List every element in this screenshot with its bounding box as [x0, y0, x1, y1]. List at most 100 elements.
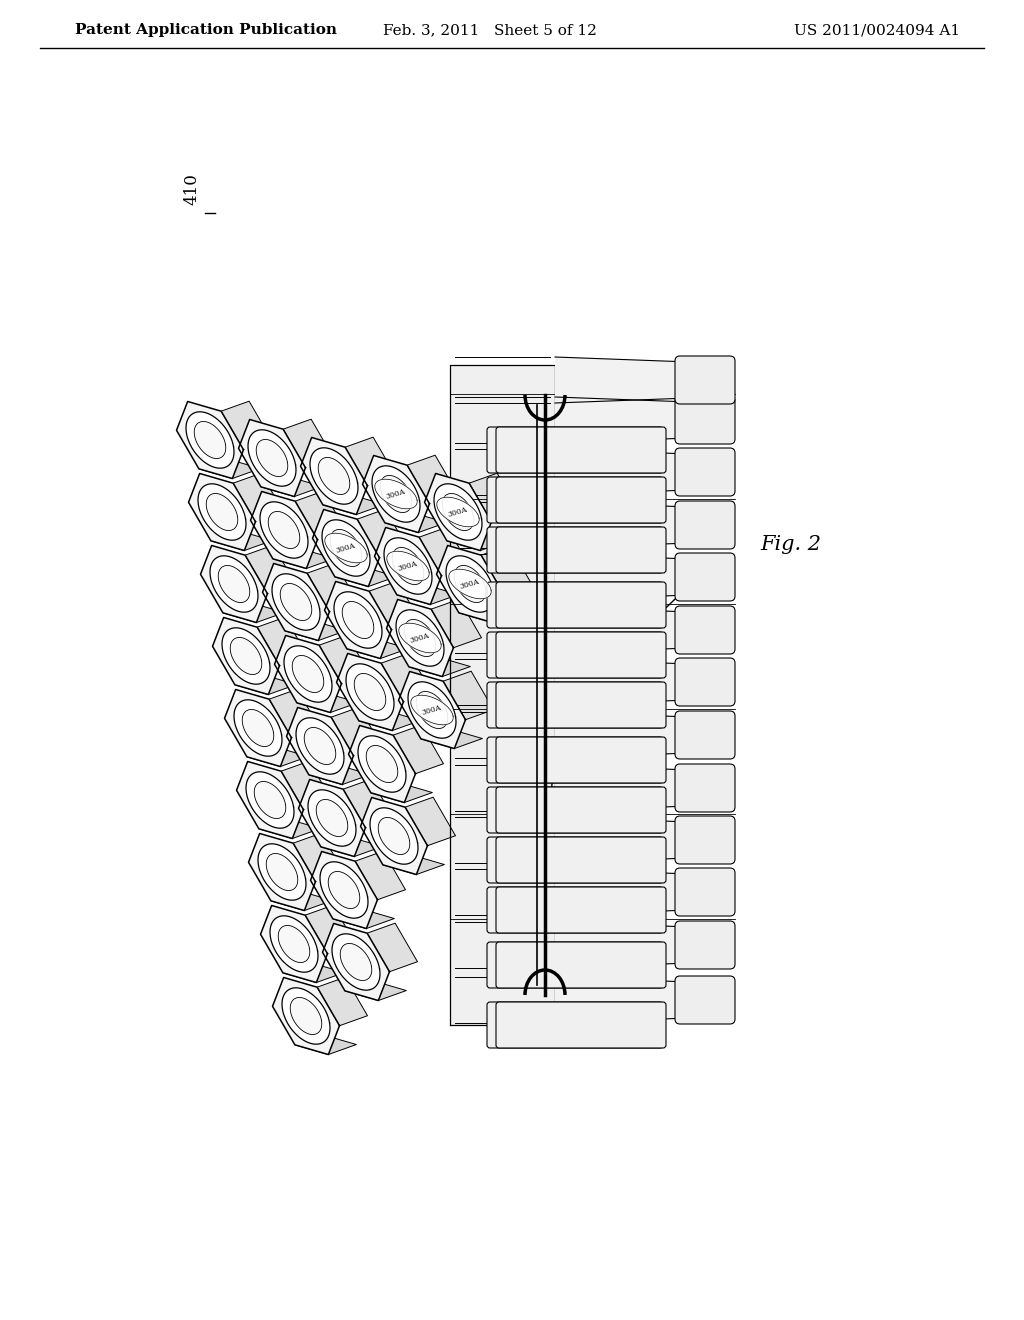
Polygon shape: [310, 447, 358, 504]
Polygon shape: [234, 675, 296, 694]
FancyBboxPatch shape: [487, 426, 663, 473]
Polygon shape: [436, 545, 504, 623]
Polygon shape: [340, 944, 372, 981]
Polygon shape: [397, 585, 459, 605]
Text: 300A: 300A: [410, 631, 431, 644]
Polygon shape: [176, 401, 244, 479]
Polygon shape: [198, 484, 246, 540]
Polygon shape: [437, 498, 479, 527]
Polygon shape: [406, 797, 456, 846]
Polygon shape: [285, 620, 346, 640]
FancyBboxPatch shape: [487, 682, 663, 729]
FancyBboxPatch shape: [487, 632, 663, 678]
Polygon shape: [312, 510, 380, 586]
Polygon shape: [318, 458, 350, 495]
FancyBboxPatch shape: [675, 356, 735, 404]
Text: 300A: 300A: [421, 704, 442, 717]
Polygon shape: [446, 556, 494, 612]
Polygon shape: [555, 659, 690, 705]
Polygon shape: [555, 711, 690, 758]
Polygon shape: [274, 635, 341, 713]
Polygon shape: [332, 933, 380, 990]
Polygon shape: [555, 356, 690, 403]
Polygon shape: [270, 916, 318, 973]
Polygon shape: [449, 569, 492, 599]
Polygon shape: [375, 528, 441, 605]
FancyBboxPatch shape: [487, 1002, 663, 1048]
Polygon shape: [261, 477, 323, 496]
FancyBboxPatch shape: [487, 477, 663, 523]
FancyBboxPatch shape: [487, 837, 663, 883]
FancyBboxPatch shape: [675, 447, 735, 496]
Polygon shape: [459, 603, 520, 623]
Polygon shape: [188, 474, 255, 550]
Polygon shape: [357, 510, 408, 558]
Polygon shape: [398, 672, 466, 748]
FancyBboxPatch shape: [496, 582, 666, 628]
Polygon shape: [347, 639, 409, 659]
FancyBboxPatch shape: [487, 582, 663, 628]
Polygon shape: [416, 692, 447, 729]
Polygon shape: [287, 708, 353, 784]
Polygon shape: [450, 366, 555, 1026]
Polygon shape: [323, 924, 389, 1001]
Polygon shape: [385, 512, 446, 532]
FancyBboxPatch shape: [675, 764, 735, 812]
Polygon shape: [317, 977, 368, 1026]
Polygon shape: [421, 729, 482, 748]
Polygon shape: [345, 437, 395, 486]
Polygon shape: [299, 780, 366, 857]
Polygon shape: [237, 762, 303, 838]
Polygon shape: [431, 599, 481, 648]
Polygon shape: [224, 689, 292, 767]
FancyBboxPatch shape: [675, 869, 735, 916]
FancyBboxPatch shape: [675, 816, 735, 865]
Polygon shape: [387, 552, 429, 581]
Polygon shape: [555, 449, 690, 495]
Polygon shape: [260, 906, 328, 982]
Text: 300A: 300A: [385, 487, 407, 500]
Polygon shape: [386, 599, 454, 677]
Polygon shape: [239, 420, 305, 496]
Polygon shape: [396, 610, 444, 667]
Polygon shape: [247, 747, 308, 767]
Polygon shape: [411, 696, 454, 725]
FancyBboxPatch shape: [487, 527, 663, 573]
Polygon shape: [257, 618, 307, 665]
Polygon shape: [322, 520, 370, 577]
FancyBboxPatch shape: [496, 527, 666, 573]
FancyBboxPatch shape: [496, 1002, 666, 1048]
Polygon shape: [367, 746, 397, 783]
Polygon shape: [342, 602, 374, 639]
FancyBboxPatch shape: [675, 921, 735, 969]
Polygon shape: [321, 837, 382, 857]
Polygon shape: [555, 869, 690, 915]
Polygon shape: [555, 397, 690, 444]
Polygon shape: [210, 556, 258, 612]
FancyBboxPatch shape: [496, 787, 666, 833]
Polygon shape: [281, 583, 311, 620]
Polygon shape: [333, 908, 394, 928]
Polygon shape: [304, 727, 336, 764]
FancyBboxPatch shape: [496, 737, 666, 783]
Polygon shape: [260, 502, 308, 558]
Polygon shape: [186, 412, 234, 469]
Polygon shape: [272, 978, 340, 1055]
Polygon shape: [481, 545, 531, 594]
Polygon shape: [300, 437, 368, 515]
Polygon shape: [258, 843, 306, 900]
Polygon shape: [305, 906, 355, 954]
Polygon shape: [434, 484, 482, 540]
Polygon shape: [348, 726, 416, 803]
Polygon shape: [213, 618, 280, 694]
FancyBboxPatch shape: [675, 975, 735, 1024]
Polygon shape: [378, 817, 410, 854]
Polygon shape: [369, 581, 420, 630]
Polygon shape: [251, 491, 317, 569]
Polygon shape: [555, 554, 690, 601]
Polygon shape: [345, 981, 407, 1001]
Polygon shape: [199, 459, 260, 479]
Polygon shape: [268, 511, 300, 549]
FancyBboxPatch shape: [496, 837, 666, 883]
Text: US 2011/0024094 A1: US 2011/0024094 A1: [794, 22, 961, 37]
